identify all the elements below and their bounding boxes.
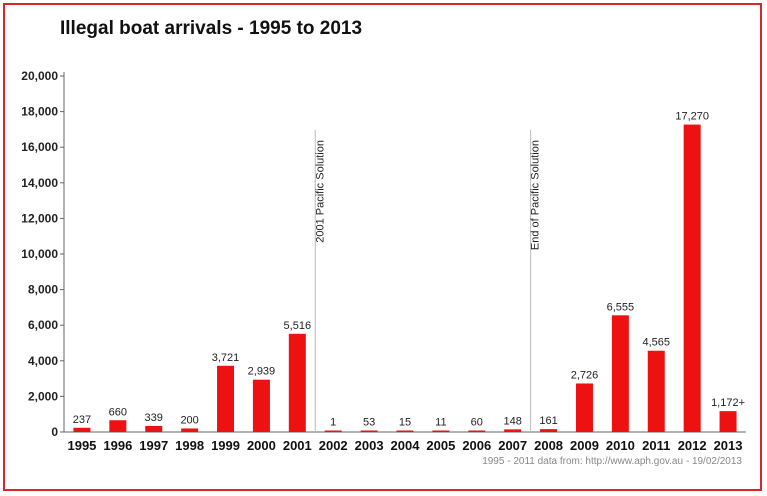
data-label: 17,270 bbox=[675, 111, 709, 123]
bar bbox=[540, 429, 558, 432]
y-tick-label: 14,000 bbox=[21, 176, 58, 190]
y-tick-label: 18,000 bbox=[21, 105, 58, 119]
bar bbox=[217, 365, 235, 432]
x-category-label: 1997 bbox=[139, 438, 168, 453]
bar bbox=[145, 425, 163, 432]
x-category-label: 2003 bbox=[355, 438, 384, 453]
x-category-label: 2002 bbox=[319, 438, 348, 453]
bar bbox=[181, 428, 199, 432]
data-label: 200 bbox=[180, 414, 198, 426]
chart-frame bbox=[3, 3, 762, 491]
bar bbox=[647, 350, 665, 432]
data-label: 6,555 bbox=[607, 301, 635, 313]
y-tick-label: 6,000 bbox=[28, 318, 58, 332]
x-category-label: 1995 bbox=[67, 438, 96, 453]
bar bbox=[360, 430, 378, 432]
bar bbox=[109, 420, 127, 432]
bar bbox=[288, 333, 306, 432]
bar bbox=[396, 430, 414, 432]
annotation-label: 2001 Pacific Solution bbox=[314, 140, 326, 243]
bar bbox=[504, 429, 522, 432]
x-category-label: 2012 bbox=[678, 438, 707, 453]
x-category-label: 2008 bbox=[534, 438, 563, 453]
bar bbox=[324, 430, 342, 432]
data-label: 2,726 bbox=[571, 369, 599, 381]
data-label: 1,172+ bbox=[711, 397, 745, 409]
x-category-label: 2013 bbox=[714, 438, 743, 453]
x-category-label: 2005 bbox=[426, 438, 455, 453]
data-label: 60 bbox=[471, 417, 483, 429]
bar bbox=[719, 411, 737, 432]
data-label: 53 bbox=[363, 417, 375, 429]
data-label: 237 bbox=[73, 414, 91, 426]
data-label: 1 bbox=[330, 417, 336, 429]
y-tick-label: 2,000 bbox=[28, 389, 58, 403]
data-label: 11 bbox=[435, 417, 446, 429]
y-tick-label: 10,000 bbox=[21, 247, 58, 261]
bar bbox=[575, 383, 593, 432]
data-label: 148 bbox=[504, 415, 522, 427]
data-label: 3,721 bbox=[212, 352, 240, 364]
x-category-label: 1999 bbox=[211, 438, 240, 453]
bar bbox=[468, 430, 486, 432]
y-tick-label: 0 bbox=[51, 425, 58, 439]
x-category-label: 2009 bbox=[570, 438, 599, 453]
x-category-label: 1998 bbox=[175, 438, 204, 453]
source-note: 1995 - 2011 data from: http://www.aph.go… bbox=[482, 456, 742, 467]
data-label: 5,516 bbox=[284, 320, 312, 332]
chart-title: Illegal boat arrivals - 1995 to 2013 bbox=[60, 18, 363, 39]
bar bbox=[683, 124, 701, 433]
x-category-label: 2011 bbox=[642, 438, 670, 453]
y-tick-label: 4,000 bbox=[28, 354, 58, 368]
x-category-label: 2006 bbox=[462, 438, 491, 453]
y-tick-label: 16,000 bbox=[21, 140, 58, 154]
bar bbox=[252, 379, 270, 432]
y-tick-label: 12,000 bbox=[21, 211, 58, 225]
bar bbox=[432, 430, 450, 432]
data-label: 2,939 bbox=[248, 366, 276, 378]
data-label: 161 bbox=[539, 415, 557, 427]
x-category-label: 1996 bbox=[103, 438, 132, 453]
data-label: 15 bbox=[399, 417, 411, 429]
x-category-label: 2000 bbox=[247, 438, 276, 453]
annotation-label: End of Pacific Solution bbox=[530, 140, 542, 250]
data-label: 339 bbox=[145, 412, 163, 424]
x-category-label: 2004 bbox=[391, 438, 421, 453]
x-category-label: 2010 bbox=[606, 438, 635, 453]
bar bbox=[611, 315, 629, 432]
data-label: 4,565 bbox=[642, 337, 670, 349]
y-tick-label: 20,000 bbox=[21, 69, 58, 83]
y-tick-label: 8,000 bbox=[28, 283, 58, 297]
x-category-label: 2001 bbox=[283, 438, 312, 453]
bar bbox=[73, 427, 91, 432]
x-category-label: 2007 bbox=[498, 438, 527, 453]
data-label: 660 bbox=[109, 406, 127, 418]
